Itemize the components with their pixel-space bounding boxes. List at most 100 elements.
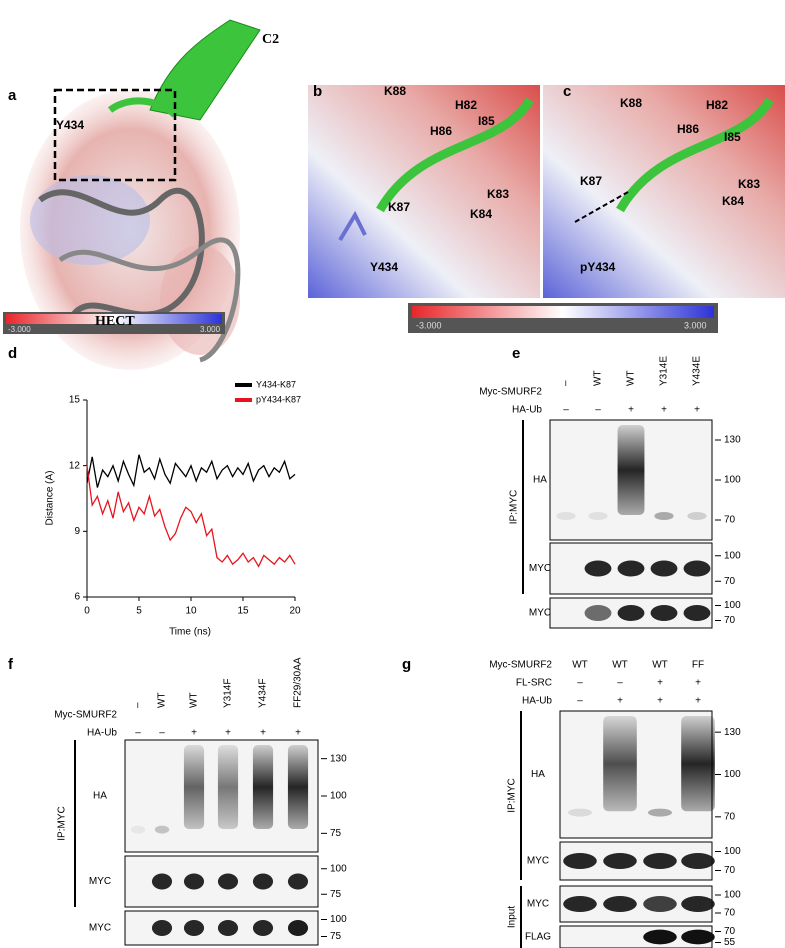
lane-label: + [617,696,623,707]
lane-label: WT [626,370,637,386]
band [252,873,274,890]
blot-label: MYC [527,856,549,867]
smear [603,716,637,812]
smear [252,745,274,829]
band [603,896,637,912]
lane-label: – [577,696,583,707]
legend-label: pY434-K87 [256,394,301,404]
marker-label: 100 [330,791,347,802]
band [217,920,239,936]
residue-label: K88 [620,96,642,110]
band [643,929,677,945]
marker-label: 100 [724,769,741,780]
domain-label: HECT [95,314,135,329]
legend-label: Y434-K87 [256,379,296,389]
marker-label: 100 [724,890,741,901]
domain-label: C2 [262,32,279,47]
row-label: Myc-SMURF2 [489,660,552,671]
residue-label: K83 [487,187,509,201]
band [584,560,612,577]
marker-label: 70 [724,515,736,526]
residue-label: H82 [455,98,477,112]
colorbar-min: -3.000 [416,320,442,330]
blot-label: MYC [527,899,549,910]
band [252,920,274,936]
lane-label: WT [612,660,628,671]
band [650,560,678,577]
band [568,808,592,817]
marker-label: 70 [724,865,736,876]
marker-label: 70 [724,811,736,822]
band [584,605,612,621]
band [603,853,637,869]
colorbar-min: -3.000 [8,325,31,334]
band [681,929,715,945]
band [151,873,173,890]
lane-label: WT [189,692,200,708]
band [650,605,678,621]
x-tick-label: 20 [289,606,301,617]
lane-label: + [657,696,663,707]
smear [217,745,239,829]
blot-label: MYC [89,876,111,887]
band [683,560,711,577]
lane-label: – [135,728,141,739]
marker-label: 75 [330,889,342,900]
surface-c [543,85,785,298]
y-axis-label: Distance (A) [45,470,56,525]
marker-label: 100 [724,846,741,857]
band [681,853,715,869]
lane-label: FF29/30AA [293,657,304,708]
lane-label: Y434E [692,356,703,386]
band [687,512,707,520]
blot-label: HA [531,769,545,780]
row-label: HA-Ub [87,728,117,739]
row-label: HA-Ub [522,696,552,707]
lane-label: Y434F [258,679,269,708]
row-label: FL-SRC [516,678,552,689]
lane-label: + [260,728,266,739]
data-line [86,454,296,488]
residue-label: K87 [388,200,410,214]
marker-label: 100 [724,550,741,561]
group-label: IP:MYC [509,490,520,524]
lane-label: Y314F [223,679,234,708]
x-tick-label: 10 [185,606,197,617]
band [643,896,677,912]
colorbar [412,306,714,318]
panel-letter: e [512,345,520,362]
panel-letter: f [8,656,14,673]
marker-label: 70 [724,926,736,937]
marker-label: 100 [330,863,347,874]
marker-label: 75 [330,931,342,942]
band [183,873,205,890]
colorbar-max: 3.000 [200,325,221,334]
lane-label: – [561,380,572,386]
lane-label: + [695,696,701,707]
marker-label: 100 [724,600,741,611]
marker-label: 70 [724,576,736,587]
residue-label: K83 [738,177,760,191]
panel-letter: b [313,83,322,100]
residue-label: K88 [384,84,406,98]
marker-label: 70 [724,615,736,626]
residue-label: Y434 [56,118,84,132]
group-label: IP:MYC [57,806,68,840]
band [654,512,674,520]
residue-label: pY434 [580,260,616,274]
lane-label: WT [652,660,668,671]
lane-label: – [159,728,165,739]
lane-label: + [694,405,700,416]
marker-label: 100 [330,914,347,925]
y-tick-label: 9 [74,526,80,537]
colorbar-max: 3.000 [684,320,707,330]
row-label: Myc-SMURF2 [54,710,117,721]
lane-label: – [595,405,601,416]
residue-label: K84 [722,194,744,208]
band [563,896,597,912]
lane-label: – [133,702,144,708]
residue-label: K87 [580,174,602,188]
panel-letter: a [8,87,17,104]
residue-label: Y434 [370,260,398,274]
